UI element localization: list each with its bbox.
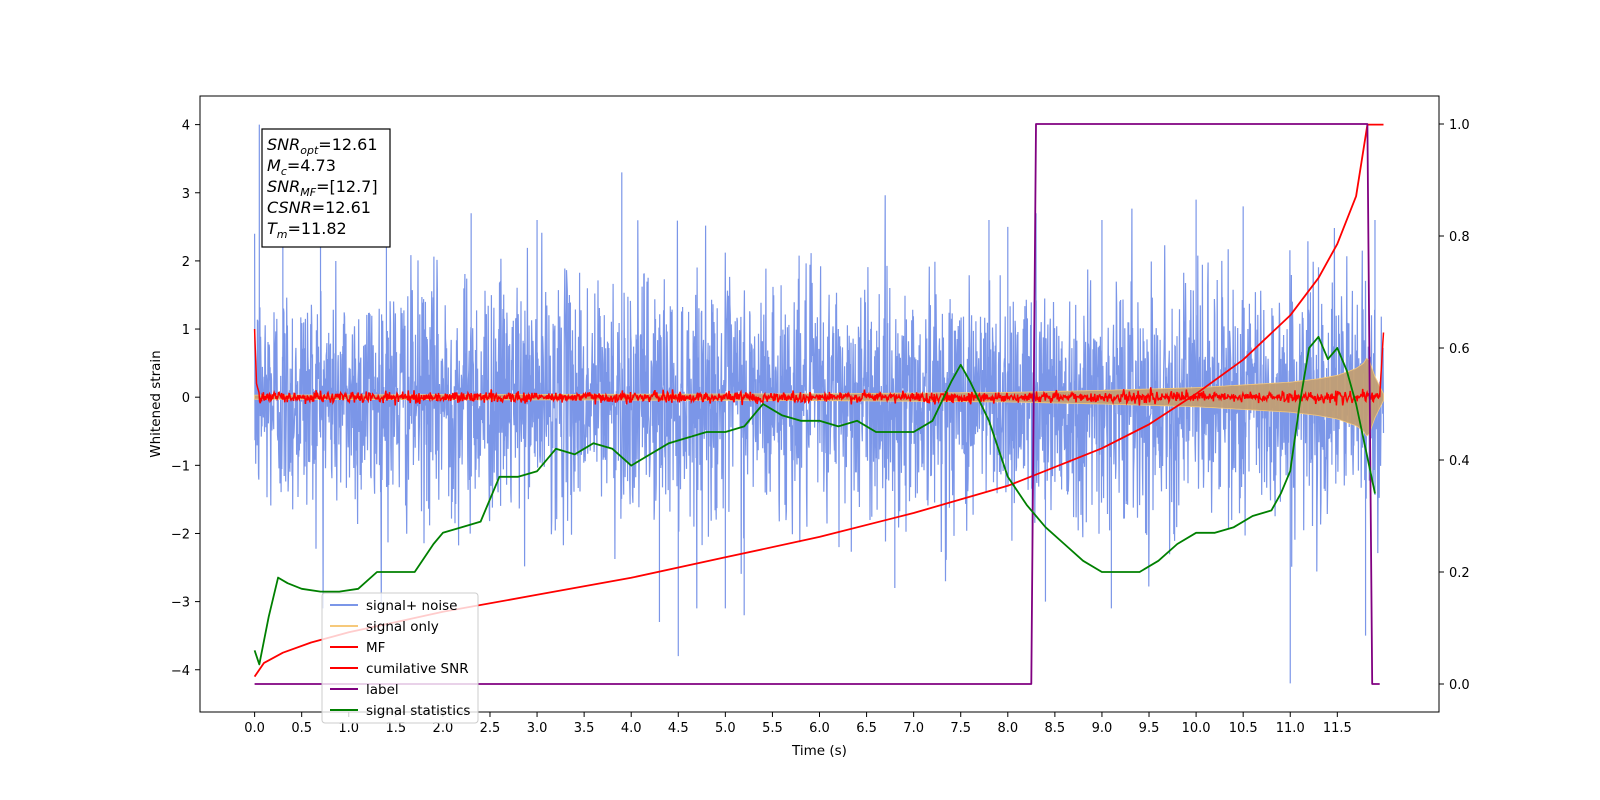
x-tick-label: 5.0 [715,721,736,736]
x-tick-label: 8.5 [1045,721,1066,736]
legend-label: label [366,682,399,698]
x-tick-label: 1.0 [338,721,359,736]
x-tick-label: 3.0 [527,721,548,736]
y-tick-label: −2 [171,527,190,542]
legend-label: cumilative SNR [366,661,469,677]
y-axis-right: 0.0 0.2 0.4 0.6 0.8 1.0 [1439,118,1470,693]
series-signal-noise [254,195,1385,609]
legend-label: signal only [366,619,439,635]
legend: signal+ noise signal only MF cumilative SNR… [321,592,479,724]
annotation-frame [261,128,391,248]
legend-label: signal statistics [366,703,470,719]
y2-tick-label: 0.8 [1449,230,1470,245]
annotation-line: CSNR=12.61 [267,198,371,217]
x-tick-label: 5.5 [762,721,783,736]
y-tick-label: 1 [182,323,190,338]
series-mf [253,328,1385,406]
y2-tick-label: 0.2 [1449,566,1470,581]
x-tick-label: 6.0 [809,721,830,736]
y-axis-label: Whitened strain [148,350,164,457]
x-tick-label: 8.0 [997,721,1018,736]
x-tick-label: 4.0 [621,721,642,736]
legend-label: MF [366,640,385,656]
annotation-box: SNRopt=12.61Mc=4.73SNRMF=[12.7]CSNR=12.6… [261,128,391,248]
x-tick-label: 11.0 [1276,721,1305,736]
series-label [254,123,1380,685]
y2-tick-label: 1.0 [1449,118,1470,133]
y-tick-label: −4 [171,664,190,679]
x-tick-label: 9.5 [1139,721,1160,736]
y-tick-label: 2 [182,255,190,270]
x-tick-label: 9.0 [1092,721,1113,736]
x-axis: 0.0 0.5 1.0 1.5 2.0 2.5 3.0 3.5 4.0 4.5 5.0 5.5 6.0 6… [244,712,1352,736]
legend-frame [321,592,479,724]
y-tick-label: −1 [171,459,190,474]
legend-label: signal+ noise [366,598,457,614]
x-tick-label: 2.5 [480,721,501,736]
y-tick-label: −3 [171,596,190,611]
y-tick-label: 4 [182,119,190,134]
annotation-line: SNRopt=12.61 [267,135,378,157]
y2-tick-label: 0.6 [1449,342,1470,357]
x-tick-label: 0.5 [291,721,312,736]
annotation-line: Tm=11.82 [267,219,347,241]
annotation-line: Mc=4.73 [267,156,336,178]
series-signal-statistics [253,335,1376,666]
x-tick-label: 10.0 [1182,721,1211,736]
y-tick-label: 3 [182,187,190,202]
x-tick-label: 4.5 [668,721,689,736]
x-tick-label: 2.0 [433,721,454,736]
annotation-line: SNRMF=[12.7] [267,177,378,199]
x-tick-label: 10.5 [1229,721,1258,736]
y-tick-label: 0 [182,391,190,406]
x-axis-label: Time (s) [791,743,847,759]
x-tick-label: 1.5 [385,721,406,736]
x-tick-label: 11.5 [1323,721,1352,736]
x-tick-label: 0.0 [244,721,265,736]
y-axis-left: −4 −3 −2 −1 0 1 2 3 4 [171,119,200,679]
y2-tick-label: 0.4 [1449,454,1470,469]
y2-tick-label: 0.0 [1449,678,1470,693]
x-tick-label: 6.5 [856,721,877,736]
x-tick-label: 3.5 [574,721,595,736]
x-tick-label: 7.5 [950,721,971,736]
x-tick-label: 7.0 [903,721,924,736]
